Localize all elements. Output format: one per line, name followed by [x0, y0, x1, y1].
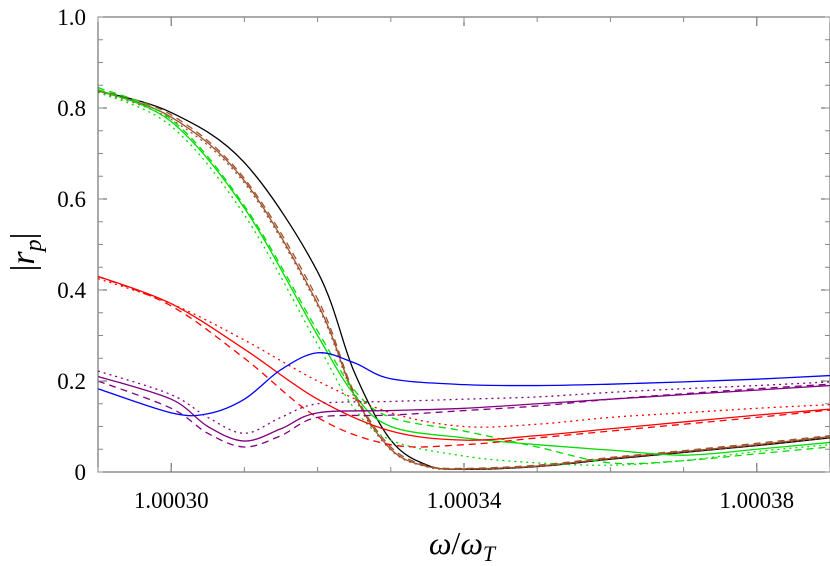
y-tick-label: 0.4: [57, 278, 86, 303]
series-line-7: [97, 275, 830, 441]
series-line-9: [97, 278, 830, 428]
series-line-8: [97, 275, 830, 448]
tick-layer: 1.00030 1.00034 1.00038 0 0.2 0.4 0.6 0.8 1.0: [57, 5, 830, 513]
y-tick-label: 0.6: [57, 187, 86, 212]
y-tick-label: 0: [75, 460, 87, 485]
series-line-3: [97, 91, 830, 471]
y-axis-title-sub: p: [21, 239, 47, 253]
series-line-10: [97, 375, 830, 442]
series-layer: [97, 86, 830, 471]
y-axis-title-bar-right: |: [5, 233, 42, 240]
series-line-13: [97, 352, 830, 417]
y-axis-title-bar-left: |: [5, 265, 42, 272]
x-axis-title: ω/ωT: [429, 525, 497, 566]
x-axis-title-den-sub: T: [483, 541, 497, 566]
x-axis-title-den: ω: [460, 525, 483, 561]
x-tick-label: 1.00030: [134, 488, 209, 513]
series-line-12: [97, 370, 830, 434]
series-line-4: [97, 89, 830, 456]
series-line-11: [97, 380, 830, 448]
series-line-2: [97, 89, 830, 470]
y-tick-label: 0.2: [57, 369, 86, 394]
y-tick-label: 0.8: [57, 96, 86, 121]
y-tick-label: 1.0: [57, 5, 86, 30]
y-axis-title-main: r: [5, 251, 42, 265]
series-line-6: [97, 91, 830, 466]
x-tick-label: 1.00034: [427, 488, 502, 513]
x-axis-title-slash: /: [451, 525, 460, 561]
x-tick-label: 1.00038: [719, 488, 794, 513]
x-axis-title-num: ω: [429, 525, 452, 561]
series-line-5: [97, 86, 830, 465]
y-axis-title: |rp|: [5, 233, 47, 272]
